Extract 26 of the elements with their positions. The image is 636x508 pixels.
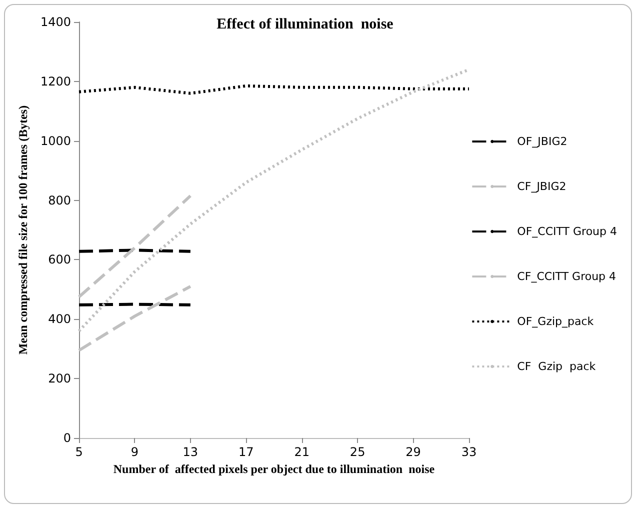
x-tick-label: 33 [461, 445, 477, 459]
chart-title: Effect of illumination noise [216, 16, 394, 32]
line-series [78, 84, 470, 95]
legend-label: OF_Gzip_pack [517, 315, 594, 328]
x-tick-label: 5 [75, 445, 83, 459]
y-tick-label: 1200 [40, 74, 71, 88]
y-tick-label: 1000 [40, 134, 71, 148]
y-tick-label: 400 [48, 312, 71, 326]
legend-label: CF_JBIG2 [517, 180, 566, 193]
y-tick-label: 800 [48, 193, 71, 208]
y-tick-label: 600 [48, 252, 71, 267]
y-tick-label: 1400 [40, 15, 71, 29]
legend-label: OF_JBIG2 [517, 135, 568, 148]
legend-label: CF_CCITT Group 4 [517, 270, 616, 283]
x-tick-label: 29 [406, 445, 421, 459]
y-tick-label: 200 [48, 372, 71, 386]
x-tick-label: 17 [238, 445, 254, 459]
x-tick-label: 13 [182, 445, 198, 459]
y-axis-title: Mean compressed file size for 100 frames (Bytes) [16, 105, 30, 355]
x-tick-label: 21 [294, 445, 310, 459]
legend-label: OF_CCITT Group 4 [517, 225, 618, 238]
legend-label: CF Gzip pack [517, 360, 596, 373]
y-tick-label: 0 [63, 431, 71, 445]
x-tick-label: 9 [130, 445, 139, 459]
x-tick-label: 25 [350, 445, 366, 459]
x-axis-title: Number of affected pixels per object due to illumination noise [113, 462, 436, 476]
